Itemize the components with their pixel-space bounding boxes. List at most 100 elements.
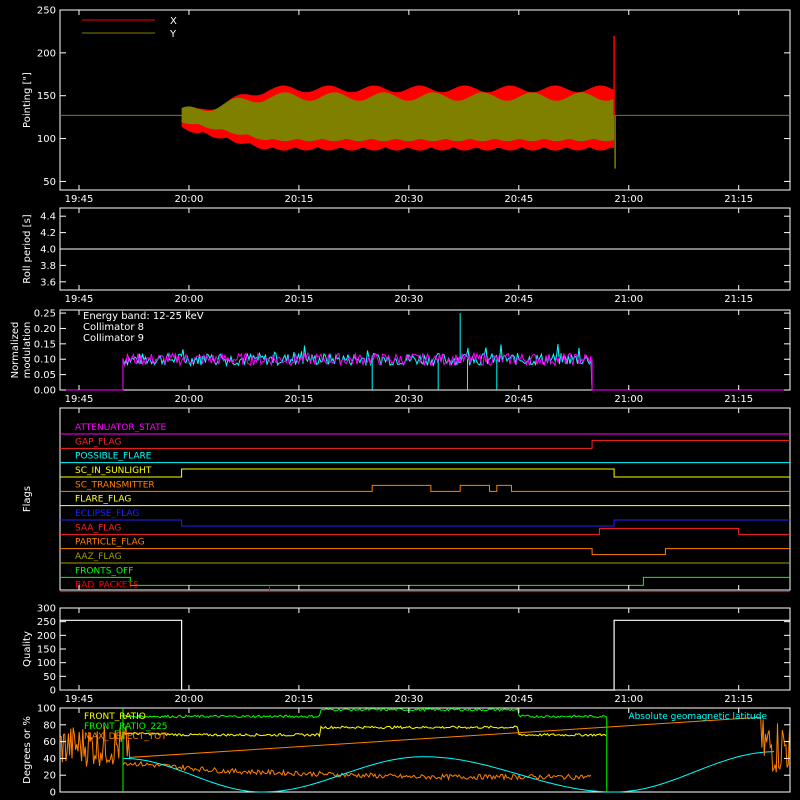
flag-label: FLARE_FLAG bbox=[75, 495, 131, 505]
quality-ylabel: Quality bbox=[22, 631, 33, 667]
flag-label: POSSIBLE_FLARE bbox=[75, 452, 152, 462]
pointing-xtick-label: 19:45 bbox=[65, 194, 94, 205]
ratio-ylabel: Degrees or % bbox=[22, 716, 33, 784]
quality-ytick-label: 150 bbox=[37, 645, 56, 656]
quality-ytick-label: 250 bbox=[37, 617, 56, 628]
flag-label: ATTENUATOR_STATE bbox=[75, 423, 167, 433]
roll-xtick-label: 20:15 bbox=[284, 294, 313, 305]
modulation-xtick-label: 20:30 bbox=[394, 394, 423, 405]
pointing-xtick-label: 21:00 bbox=[614, 194, 643, 205]
flags-ylabel: Flags bbox=[22, 486, 33, 512]
pointing-ytick-label: 150 bbox=[37, 91, 56, 102]
ratio-ytick-label: 40 bbox=[43, 754, 56, 765]
ratio-ytick-label: 0 bbox=[50, 788, 56, 799]
ratio-ytick-label: 100 bbox=[37, 704, 56, 715]
ratio-ytick-label: 60 bbox=[43, 737, 56, 748]
pointing-ytick-label: 100 bbox=[37, 134, 56, 145]
roll-ytick-label: 3.8 bbox=[40, 261, 56, 272]
roll-xtick-label: 20:45 bbox=[504, 294, 533, 305]
modulation-frame bbox=[59, 309, 791, 391]
quality-ytick-label: 300 bbox=[37, 604, 56, 615]
max-detect-tot-series bbox=[122, 760, 592, 781]
pointing-legend-label: X bbox=[170, 16, 177, 27]
pointing-frame bbox=[59, 9, 791, 191]
flag-label: PARTICLE_FLAG bbox=[75, 538, 145, 548]
flag-label: AAZ_FLAG bbox=[75, 552, 122, 562]
modulation-ylabel-2: modulation bbox=[22, 322, 33, 379]
front-ratio-series bbox=[122, 725, 607, 738]
quality-xtick-label: 19:45 bbox=[65, 694, 94, 705]
roll-ytick-label: 3.6 bbox=[40, 277, 56, 288]
pointing-xtick-label: 20:45 bbox=[504, 194, 533, 205]
flag-line bbox=[60, 576, 790, 586]
quality-ytick-label: 100 bbox=[37, 658, 56, 669]
quality-ytick-label: 50 bbox=[43, 672, 56, 683]
pointing-xtick-label: 20:30 bbox=[394, 194, 423, 205]
modulation-ytick-label: 0.20 bbox=[34, 324, 56, 335]
modulation-collimator9-series bbox=[60, 351, 790, 391]
ratio-legend-label: MAX_DETECT_TOT bbox=[84, 732, 167, 742]
modulation-collimator8-series bbox=[60, 344, 790, 391]
modulation-xtick-label: 19:45 bbox=[65, 394, 94, 405]
modulation-legend-label: Collimator 9 bbox=[83, 333, 144, 344]
quality-series bbox=[60, 619, 790, 691]
pointing-ytick-label: 250 bbox=[37, 6, 56, 17]
pointing-ytick-label: 200 bbox=[37, 48, 56, 59]
pointing-ylabel: Pointing ["] bbox=[22, 72, 33, 128]
pointing-xtick-label: 21:15 bbox=[724, 194, 753, 205]
modulation-xtick-label: 20:15 bbox=[284, 394, 313, 405]
quality-xtick-label: 20:45 bbox=[504, 694, 533, 705]
ratio-ytick-label: 80 bbox=[43, 720, 56, 731]
modulation-legend-label: Energy band: 12-25 keV bbox=[83, 311, 204, 322]
modulation-ytick-label: 0.25 bbox=[34, 309, 56, 320]
ratio-legend-label: FRONT_RATIO_225 bbox=[84, 722, 168, 732]
quality-xtick-label: 20:15 bbox=[284, 694, 313, 705]
pointing-legend-label: Y bbox=[169, 29, 177, 40]
pointing-ytick-label: 50 bbox=[43, 177, 56, 188]
roll-ytick-label: 4.2 bbox=[40, 228, 56, 239]
front-ratio-225-series bbox=[122, 707, 607, 719]
ratio-frame bbox=[59, 707, 791, 793]
flag-label: GAP_FLAG bbox=[75, 437, 121, 447]
pointing-xtick-label: 20:00 bbox=[175, 194, 204, 205]
roll-ytick-label: 4.4 bbox=[40, 212, 56, 223]
quality-xtick-label: 21:00 bbox=[614, 694, 643, 705]
flag-line bbox=[60, 468, 790, 478]
modulation-ytick-label: 0.15 bbox=[34, 339, 56, 350]
quality-xtick-label: 20:30 bbox=[394, 694, 423, 705]
flag-label: SAA_FLAG bbox=[75, 523, 121, 533]
geomagnetic-latitude-series bbox=[122, 751, 774, 793]
flag-label: ECLIPSE_FLAG bbox=[75, 509, 139, 519]
roll-ylabel: Roll period [s] bbox=[22, 214, 33, 283]
flags-frame bbox=[59, 407, 791, 591]
ratio-ytick-label: 20 bbox=[43, 771, 56, 782]
quality-ytick-label: 0 bbox=[50, 686, 56, 697]
pointing-y-series bbox=[181, 92, 615, 142]
modulation-ytick-label: 0.10 bbox=[34, 355, 56, 366]
flag-line bbox=[60, 519, 790, 527]
roll-xtick-label: 21:15 bbox=[724, 294, 753, 305]
roll-xtick-label: 21:00 bbox=[614, 294, 643, 305]
quality-xtick-label: 20:00 bbox=[175, 694, 204, 705]
roll-xtick-label: 19:45 bbox=[65, 294, 94, 305]
modulation-ytick-label: 0.00 bbox=[34, 386, 56, 397]
flag-label: SC_TRANSMITTER bbox=[75, 480, 155, 490]
max-detect-tot-noise bbox=[59, 716, 790, 773]
flag-label: FRONTS_OFF bbox=[75, 566, 133, 576]
flag-label: BAD_PACKETS bbox=[75, 581, 139, 591]
roll-xtick-label: 20:00 bbox=[175, 294, 204, 305]
modulation-legend-label: Collimator 8 bbox=[83, 322, 144, 333]
roll-ytick-label: 4.0 bbox=[40, 245, 56, 256]
modulation-xtick-label: 20:00 bbox=[175, 394, 204, 405]
flag-line bbox=[60, 484, 790, 492]
modulation-xtick-label: 21:00 bbox=[614, 394, 643, 405]
modulation-ytick-label: 0.05 bbox=[34, 370, 56, 381]
roll-xtick-label: 20:30 bbox=[394, 294, 423, 305]
flag-label: SC_IN_SUNLIGHT bbox=[75, 466, 152, 476]
flag-line bbox=[60, 548, 790, 556]
quality-ytick-label: 200 bbox=[37, 631, 56, 642]
ratio-legend-label: FRONT_RATIO bbox=[84, 712, 146, 722]
modulation-xtick-label: 20:45 bbox=[504, 394, 533, 405]
